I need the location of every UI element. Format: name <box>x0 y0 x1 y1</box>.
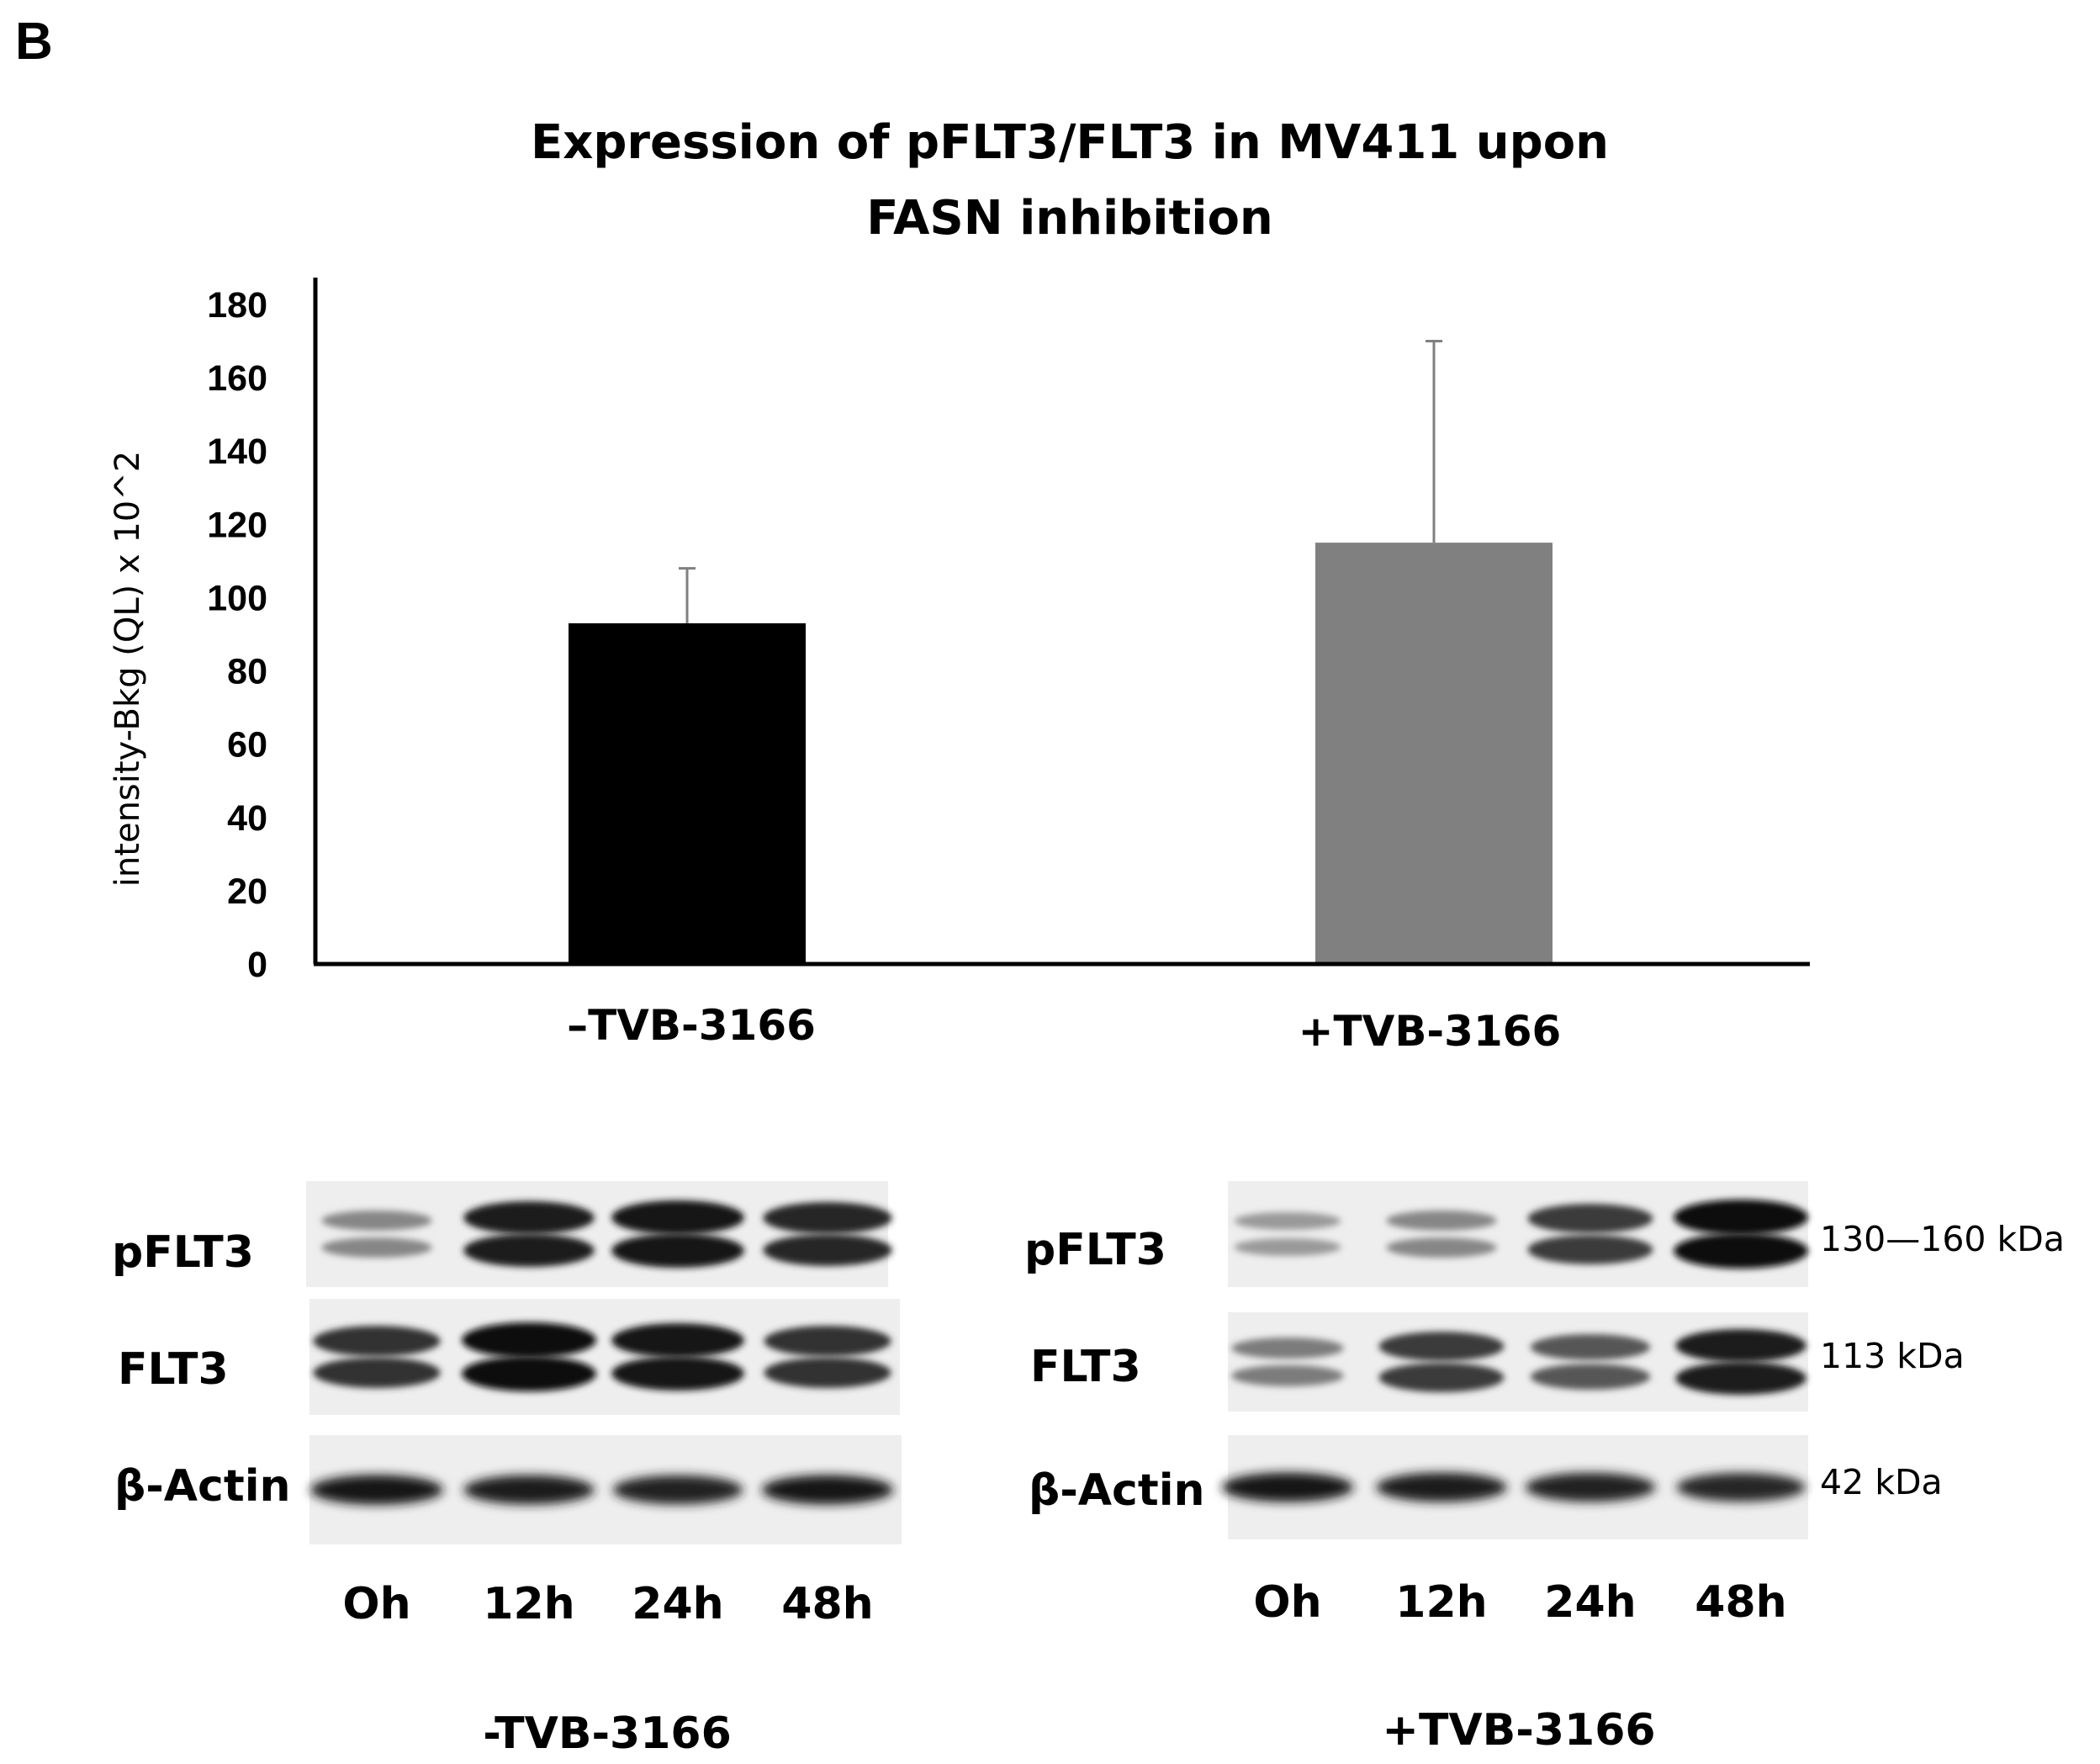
band-left-flt3-lower-12h <box>462 1356 596 1391</box>
size-label-flt3: 113 kDa <box>1820 1336 1965 1376</box>
band-left-actin-Oh <box>310 1475 443 1505</box>
band-right-actin-Oh <box>1221 1472 1354 1502</box>
lane-label-right-0h: Oh <box>1253 1577 1321 1628</box>
band-left-actin-12h <box>463 1475 595 1505</box>
y-tick-label-20: 20 <box>227 871 267 912</box>
band-right-flt3-upper-12h <box>1378 1332 1505 1361</box>
band-left-pflt3-lower-Oh <box>321 1237 432 1258</box>
y-axis-label: intensity-Bkg (QL) x 10^2 <box>108 451 147 887</box>
band-left-flt3-lower-24h <box>611 1356 744 1391</box>
y-tick-label-160: 160 <box>207 358 267 399</box>
bar-chart: Expression of pFLT3/FLT3 in MV411 upon F… <box>108 115 1810 1056</box>
band-left-pflt3-upper-24h <box>611 1200 744 1235</box>
band-right-pflt3-lower-12h <box>1386 1237 1497 1258</box>
lane-label-left-24h: 24h <box>632 1579 723 1629</box>
band-left-flt3-upper-Oh <box>313 1326 441 1357</box>
band-left-pflt3-lower-12h <box>463 1233 595 1267</box>
chart-title-line-1: Expression of pFLT3/FLT3 in MV411 upon <box>531 115 1609 170</box>
blot-strip-right-pflt3 <box>1228 1181 1808 1287</box>
band-right-flt3-lower-Oh <box>1231 1364 1344 1386</box>
blot-strip-left-flt3 <box>309 1299 900 1415</box>
row-label-pflt3-left: pFLT3 <box>112 1227 254 1278</box>
category-label-plus-tvb: +TVB-3166 <box>1299 1007 1562 1056</box>
band-right-pflt3-upper-24h <box>1527 1204 1653 1233</box>
band-right-flt3-lower-48h <box>1675 1361 1806 1395</box>
row-label-flt3-left: FLT3 <box>118 1344 229 1395</box>
lane-label-left-0h: Oh <box>342 1579 410 1629</box>
y-tick-label-0: 0 <box>247 945 267 985</box>
band-left-flt3-lower-Oh <box>313 1357 441 1389</box>
blot-strip-left-pflt3 <box>306 1181 888 1287</box>
bar-2 <box>1315 543 1553 964</box>
band-left-actin-48h <box>761 1475 894 1505</box>
treatment-label-left: -TVB-3166 <box>483 1708 732 1759</box>
y-tick-label-120: 120 <box>207 505 267 545</box>
y-tick-label-180: 180 <box>207 285 267 326</box>
blot-strips-left <box>306 1181 902 1544</box>
band-left-flt3-upper-24h <box>611 1323 744 1358</box>
band-left-flt3-lower-48h <box>764 1357 891 1389</box>
category-label-minus-tvb: –TVB-3166 <box>567 1001 816 1050</box>
band-right-flt3-lower-24h <box>1530 1364 1651 1390</box>
blot-strips-right <box>1221 1181 1808 1539</box>
y-tick-labels: 0 20 40 60 80 100 120 140 160 180 <box>207 285 267 985</box>
band-left-pflt3-upper-Oh <box>321 1210 432 1231</box>
size-label-actin: 42 kDa <box>1820 1462 1943 1502</box>
lane-label-right-12h: 12h <box>1395 1577 1487 1628</box>
band-right-flt3-lower-12h <box>1378 1363 1505 1392</box>
band-left-pflt3-lower-24h <box>611 1233 744 1268</box>
lane-label-left-12h: 12h <box>483 1579 574 1629</box>
band-left-pflt3-upper-48h <box>763 1202 892 1234</box>
lane-label-left-48h: 48h <box>781 1579 873 1629</box>
y-tick-label-80: 80 <box>227 652 267 692</box>
blot-strip-right-flt3 <box>1228 1312 1808 1412</box>
row-label-actin-right: β-Actin <box>1029 1465 1205 1516</box>
band-right-pflt3-upper-48h <box>1674 1200 1808 1235</box>
y-tick-label-40: 40 <box>227 798 267 839</box>
band-left-flt3-upper-48h <box>764 1326 891 1357</box>
blot-group-right: pFLT3 FLT3 β-Actin Oh 12h 24h 48h +TVB-3… <box>1024 1181 2065 1756</box>
y-tick-label-60: 60 <box>227 725 267 765</box>
lane-label-right-24h: 24h <box>1544 1577 1636 1628</box>
band-right-actin-12h <box>1376 1472 1507 1502</box>
band-right-pflt3-lower-24h <box>1527 1235 1653 1264</box>
band-right-pflt3-lower-48h <box>1674 1233 1808 1269</box>
treatment-label-right: +TVB-3166 <box>1382 1705 1655 1756</box>
size-label-pflt3: 130—160 kDa <box>1820 1219 2065 1259</box>
y-tick-label-140: 140 <box>207 432 267 472</box>
band-left-flt3-upper-12h <box>462 1322 596 1358</box>
band-right-pflt3-upper-Oh <box>1234 1212 1341 1230</box>
band-left-pflt3-lower-48h <box>763 1234 892 1266</box>
row-label-flt3-right: FLT3 <box>1030 1342 1141 1392</box>
lane-label-right-48h: 48h <box>1695 1577 1786 1628</box>
band-right-pflt3-upper-12h <box>1386 1210 1497 1231</box>
y-tick-label-100: 100 <box>207 578 267 618</box>
blot-group-left: pFLT3 FLT3 β-Actin Oh 12h 24h 48h -TVB-3… <box>112 1181 902 1759</box>
chart-title-line-2: FASN inhibition <box>866 191 1273 246</box>
band-right-flt3-upper-Oh <box>1231 1338 1344 1359</box>
bar-1 <box>569 622 806 964</box>
band-right-flt3-upper-48h <box>1675 1329 1806 1363</box>
band-right-actin-48h <box>1676 1472 1806 1502</box>
band-left-pflt3-upper-12h <box>463 1201 595 1235</box>
band-right-pflt3-lower-Oh <box>1234 1238 1341 1256</box>
band-left-actin-24h <box>612 1475 743 1505</box>
row-label-actin-left: β-Actin <box>114 1461 291 1512</box>
band-right-flt3-upper-24h <box>1530 1334 1651 1360</box>
band-right-actin-24h <box>1525 1472 1656 1502</box>
bars <box>569 340 1553 964</box>
panel-letter: B <box>15 13 53 71</box>
row-label-pflt3-right: pFLT3 <box>1024 1225 1166 1275</box>
